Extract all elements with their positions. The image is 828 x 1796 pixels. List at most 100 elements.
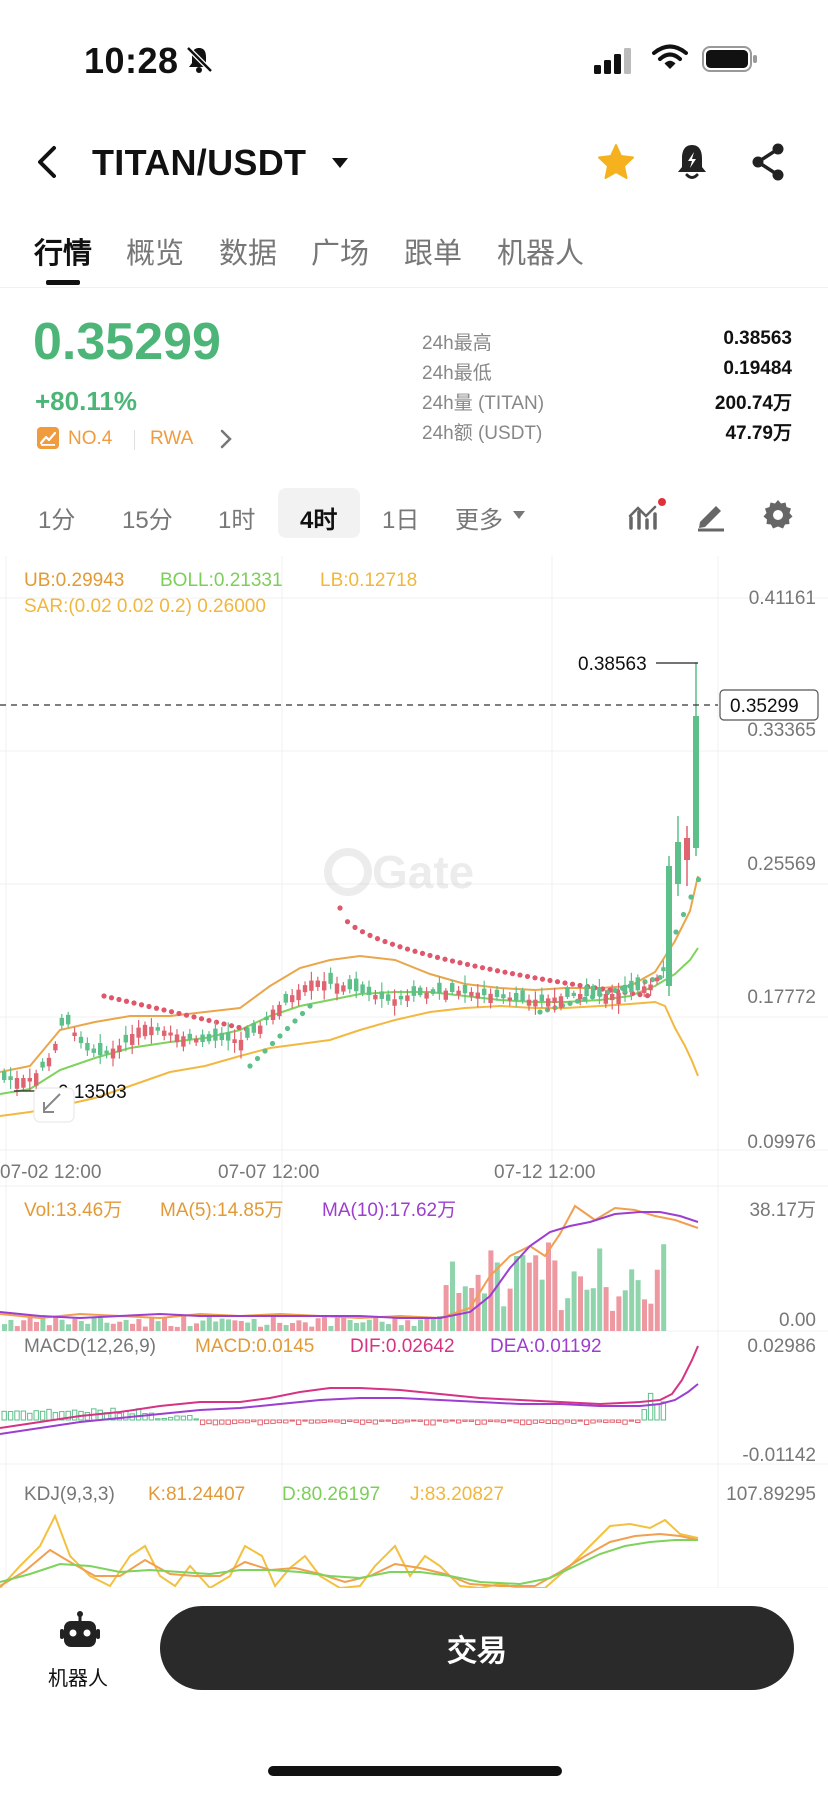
- favorite-star-icon[interactable]: [596, 142, 636, 182]
- volume-bar: [72, 1318, 78, 1331]
- y-tick: 0.17772: [747, 987, 816, 1008]
- candle: [277, 1004, 282, 1017]
- interval-more[interactable]: 更多: [455, 507, 503, 534]
- sar-dot: [176, 1010, 182, 1017]
- price-alert-icon[interactable]: [674, 142, 710, 182]
- last-price-badge: [719, 689, 819, 721]
- kline-chart[interactable]: Gate UB:0.29943 BOLL:0.21331 LB:0.12718 …: [0, 556, 828, 1588]
- chart-settings-icon[interactable]: [761, 498, 795, 532]
- indicator-icon[interactable]: [627, 498, 667, 532]
- candle: [635, 977, 640, 991]
- volume-bar: [366, 1319, 372, 1331]
- sar-dot: [206, 1017, 212, 1024]
- tab-copy-trading[interactable]: 跟单: [404, 238, 463, 270]
- sar-dot: [554, 979, 561, 985]
- legend-macd-name: MACD(12,26,9): [24, 1336, 156, 1357]
- sar-dot: [397, 944, 403, 950]
- macd-bar: [302, 1419, 308, 1422]
- sar-dot: [108, 995, 115, 1001]
- macd-bar: [660, 1401, 667, 1421]
- candle: [270, 1009, 276, 1020]
- volume-bar: [296, 1320, 302, 1331]
- watermark-text: Gate: [372, 846, 474, 898]
- pair-title[interactable]: TITAN/USDT: [92, 142, 307, 183]
- trade-button[interactable]: 交易: [160, 1606, 794, 1690]
- back-icon[interactable]: [30, 142, 66, 182]
- macd-bar: [539, 1419, 545, 1424]
- macd-bar: [263, 1419, 270, 1425]
- candle: [590, 985, 596, 996]
- volume-bar: [494, 1262, 500, 1331]
- sar-dot: [539, 976, 546, 982]
- sector-tag[interactable]: RWA: [150, 428, 194, 449]
- sar-dot: [502, 969, 508, 975]
- macd-bar: [142, 1413, 148, 1421]
- macd-bar: [462, 1419, 468, 1422]
- interval-1h[interactable]: 1时: [218, 507, 256, 534]
- macd-bar: [199, 1419, 206, 1426]
- volume-bar: [501, 1306, 507, 1331]
- robot-label[interactable]: 机器人: [48, 1668, 108, 1690]
- macd-bar: [161, 1417, 167, 1421]
- macd-bar: [417, 1419, 423, 1422]
- draw-tool-icon[interactable]: [694, 498, 728, 532]
- chevron-right-icon[interactable]: [218, 428, 234, 450]
- volume-bar: [14, 1326, 20, 1331]
- volume-bar: [251, 1318, 257, 1331]
- sar-dot: [262, 1048, 268, 1054]
- stat-value: 0.38563: [723, 328, 792, 349]
- macd-bar: [577, 1419, 583, 1422]
- sar-dot: [457, 960, 463, 966]
- interval-1d[interactable]: 1日: [382, 507, 420, 534]
- candle: [347, 979, 352, 990]
- macd-bar: [116, 1412, 123, 1421]
- interval-bar: 1分 15分 1时 4时 1日 更多: [0, 488, 828, 542]
- interval-1m[interactable]: 1分: [38, 507, 76, 534]
- sar-dot: [479, 965, 486, 971]
- macd-bar: [647, 1392, 654, 1421]
- pair-dropdown-caret-icon[interactable]: [330, 156, 350, 170]
- macd-bar: [180, 1415, 187, 1421]
- tab-overview[interactable]: 概览: [126, 238, 185, 270]
- interval-15m[interactable]: 15分: [122, 507, 173, 534]
- volume-bar: [117, 1321, 123, 1331]
- candle: [629, 980, 634, 993]
- tab-square[interactable]: 广场: [311, 238, 370, 270]
- volume-bar: [379, 1321, 385, 1331]
- home-indicator: [268, 1766, 562, 1776]
- robot-icon[interactable]: [60, 1610, 100, 1650]
- candle: [181, 1036, 186, 1047]
- candle: [104, 1050, 109, 1054]
- tab-market[interactable]: 行情: [34, 238, 93, 270]
- rank-label[interactable]: NO.4: [68, 428, 113, 449]
- interval-4h[interactable]: 4时: [300, 507, 338, 534]
- expand-chart-button[interactable]: [33, 1087, 75, 1123]
- tab-data[interactable]: 数据: [219, 238, 278, 270]
- sar-dot: [569, 981, 576, 987]
- sar-dot: [412, 948, 418, 954]
- macd-bar: [558, 1419, 564, 1425]
- candle: [251, 1023, 256, 1033]
- candle: [571, 992, 576, 996]
- macd-bar: [27, 1412, 33, 1421]
- sar-dot: [123, 998, 130, 1004]
- candle: [373, 994, 378, 1000]
- candle: [328, 972, 333, 984]
- candle: [341, 985, 346, 992]
- vol-ma5-line: [0, 1204, 699, 1320]
- macd-bar: [212, 1419, 219, 1426]
- macd-bar: [615, 1419, 622, 1423]
- rank-chart-icon: [37, 427, 59, 449]
- volume-bar: [245, 1322, 251, 1331]
- sar-dot: [116, 996, 122, 1003]
- candle: [213, 1028, 218, 1041]
- caret-down-icon[interactable]: [512, 510, 526, 520]
- legend-kdj-name: KDJ(9,3,3): [24, 1484, 115, 1505]
- volume-bar: [213, 1321, 219, 1331]
- share-icon[interactable]: [750, 142, 786, 182]
- volume-bar: [46, 1325, 52, 1331]
- candle: [40, 1061, 45, 1068]
- price-change: +80.11%: [35, 386, 137, 416]
- candle: [616, 992, 621, 1005]
- tab-bots[interactable]: 机器人: [497, 238, 585, 270]
